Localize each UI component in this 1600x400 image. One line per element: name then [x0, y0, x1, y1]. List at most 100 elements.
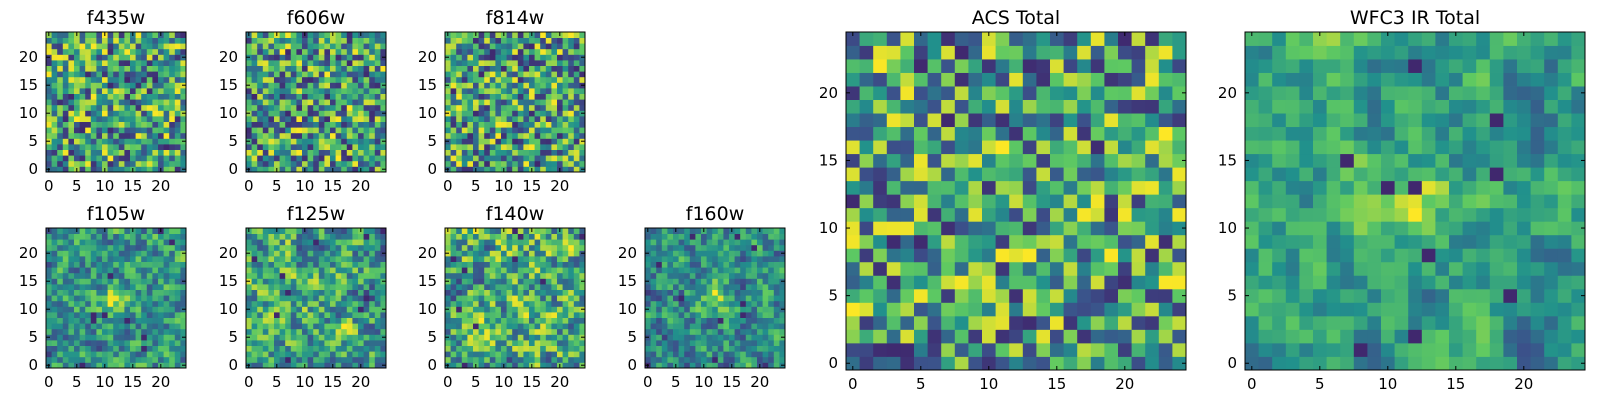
- heatmap-cell: [352, 272, 359, 279]
- heatmap-cell: [380, 93, 387, 100]
- heatmap-cell: [330, 351, 336, 358]
- heatmap-cell: [341, 300, 348, 307]
- heatmap-cell: [768, 256, 775, 262]
- heatmap-cell: [118, 99, 125, 106]
- heatmap-cell: [290, 138, 297, 145]
- heatmap-cell: [478, 334, 485, 341]
- heatmap-cell: [859, 180, 874, 195]
- heatmap-cell: [152, 93, 159, 100]
- heatmap-cell: [358, 37, 364, 44]
- heatmap-cell: [358, 121, 364, 128]
- heatmap-cell: [102, 149, 108, 156]
- heatmap-cell: [262, 93, 269, 100]
- heatmap-cell: [113, 345, 120, 352]
- heatmap-cell: [734, 345, 741, 352]
- heatmap-cell: [712, 267, 719, 274]
- heatmap-cell: [579, 323, 586, 330]
- heatmap-cell: [551, 300, 558, 307]
- heatmap-cell: [1172, 167, 1187, 182]
- heatmap-cell: [279, 306, 286, 313]
- heatmap-cell: [330, 334, 336, 341]
- heatmap-cell: [135, 317, 142, 324]
- heatmap-cell: [107, 289, 114, 296]
- heatmap-cell: [118, 256, 125, 262]
- heatmap-cell: [927, 302, 942, 317]
- heatmap-cell: [562, 132, 569, 139]
- heatmap-cell: [335, 250, 342, 257]
- heatmap-cell: [268, 340, 275, 346]
- heatmap-cell: [489, 239, 496, 246]
- heatmap-cell: [341, 351, 348, 358]
- heatmap-cell: [478, 362, 485, 369]
- heatmap-cell: [290, 99, 297, 106]
- heatmap-cell: [927, 261, 942, 276]
- heatmap-cell: [307, 60, 314, 66]
- heatmap-cell: [706, 267, 713, 274]
- heatmap-cell: [285, 267, 292, 274]
- heatmap-cell: [512, 65, 519, 72]
- heatmap-cell: [257, 233, 264, 240]
- heatmap-cell: [163, 267, 170, 274]
- heatmap-cell: [251, 76, 258, 83]
- heatmap-cell: [102, 48, 108, 55]
- heatmap-cell: [146, 267, 153, 274]
- heatmap-cell: [262, 104, 269, 111]
- heatmap-cell: [557, 323, 563, 330]
- heatmap-cell: [262, 345, 269, 352]
- heatmap-cell: [96, 323, 103, 330]
- heatmap-cell: [313, 32, 320, 38]
- heatmap-cell: [673, 239, 679, 246]
- heatmap-cell: [740, 261, 747, 268]
- heatmap-cell: [484, 272, 491, 279]
- heatmap-cell: [113, 328, 120, 335]
- heatmap-cell: [717, 317, 724, 324]
- heatmap-cell: [163, 71, 170, 78]
- heatmap-cell: [551, 76, 558, 83]
- heatmap-cell: [1145, 302, 1160, 317]
- heatmap-cell: [645, 295, 651, 302]
- heatmap-cell: [540, 267, 547, 274]
- heatmap-cell: [285, 239, 292, 246]
- heatmap-cell: [158, 65, 164, 72]
- heatmap-cell: [68, 261, 75, 268]
- heatmap-cell: [118, 48, 125, 55]
- heatmap-cell: [461, 160, 468, 167]
- heatmap-cell: [346, 261, 353, 268]
- heatmap-cell: [363, 76, 370, 83]
- heatmap-cell: [341, 155, 348, 162]
- heatmap-cell: [90, 300, 97, 307]
- heatmap-cell: [313, 278, 320, 285]
- heatmap-cell: [257, 356, 264, 363]
- heatmap-cell: [107, 149, 114, 156]
- heatmap-cell: [579, 32, 586, 38]
- heatmap-cell: [141, 149, 148, 156]
- heatmap-cell: [846, 342, 860, 357]
- heatmap-cell: [489, 149, 496, 156]
- heatmap-cell: [456, 48, 463, 55]
- heatmap-cell: [380, 261, 387, 268]
- heatmap-cell: [102, 121, 108, 128]
- heatmap-cell: [363, 317, 370, 324]
- heatmap-cell: [163, 340, 170, 346]
- heatmap-cell: [768, 261, 775, 268]
- heatmap-cell: [369, 267, 376, 274]
- heatmap-cell: [551, 328, 558, 335]
- heatmap-cell: [296, 149, 303, 156]
- heatmap-cell: [456, 82, 463, 89]
- heatmap-cell: [534, 166, 541, 173]
- heatmap-cell: [712, 272, 719, 279]
- heatmap-cell: [678, 356, 685, 363]
- heatmap-cell: [473, 155, 479, 162]
- heatmap-cell: [46, 160, 52, 167]
- heatmap-cell: [656, 278, 663, 285]
- heatmap-cell: [51, 93, 58, 100]
- heatmap-cell: [335, 82, 342, 89]
- heatmap-cell: [678, 328, 685, 335]
- heatmap-cell: [352, 351, 359, 358]
- heatmap-cell: [141, 323, 148, 330]
- heatmap-cell: [723, 289, 730, 296]
- heatmap-cell: [540, 317, 547, 324]
- heatmap-cell: [380, 256, 387, 262]
- heatmap-cell: [313, 155, 320, 162]
- heatmap-cell: [712, 300, 719, 307]
